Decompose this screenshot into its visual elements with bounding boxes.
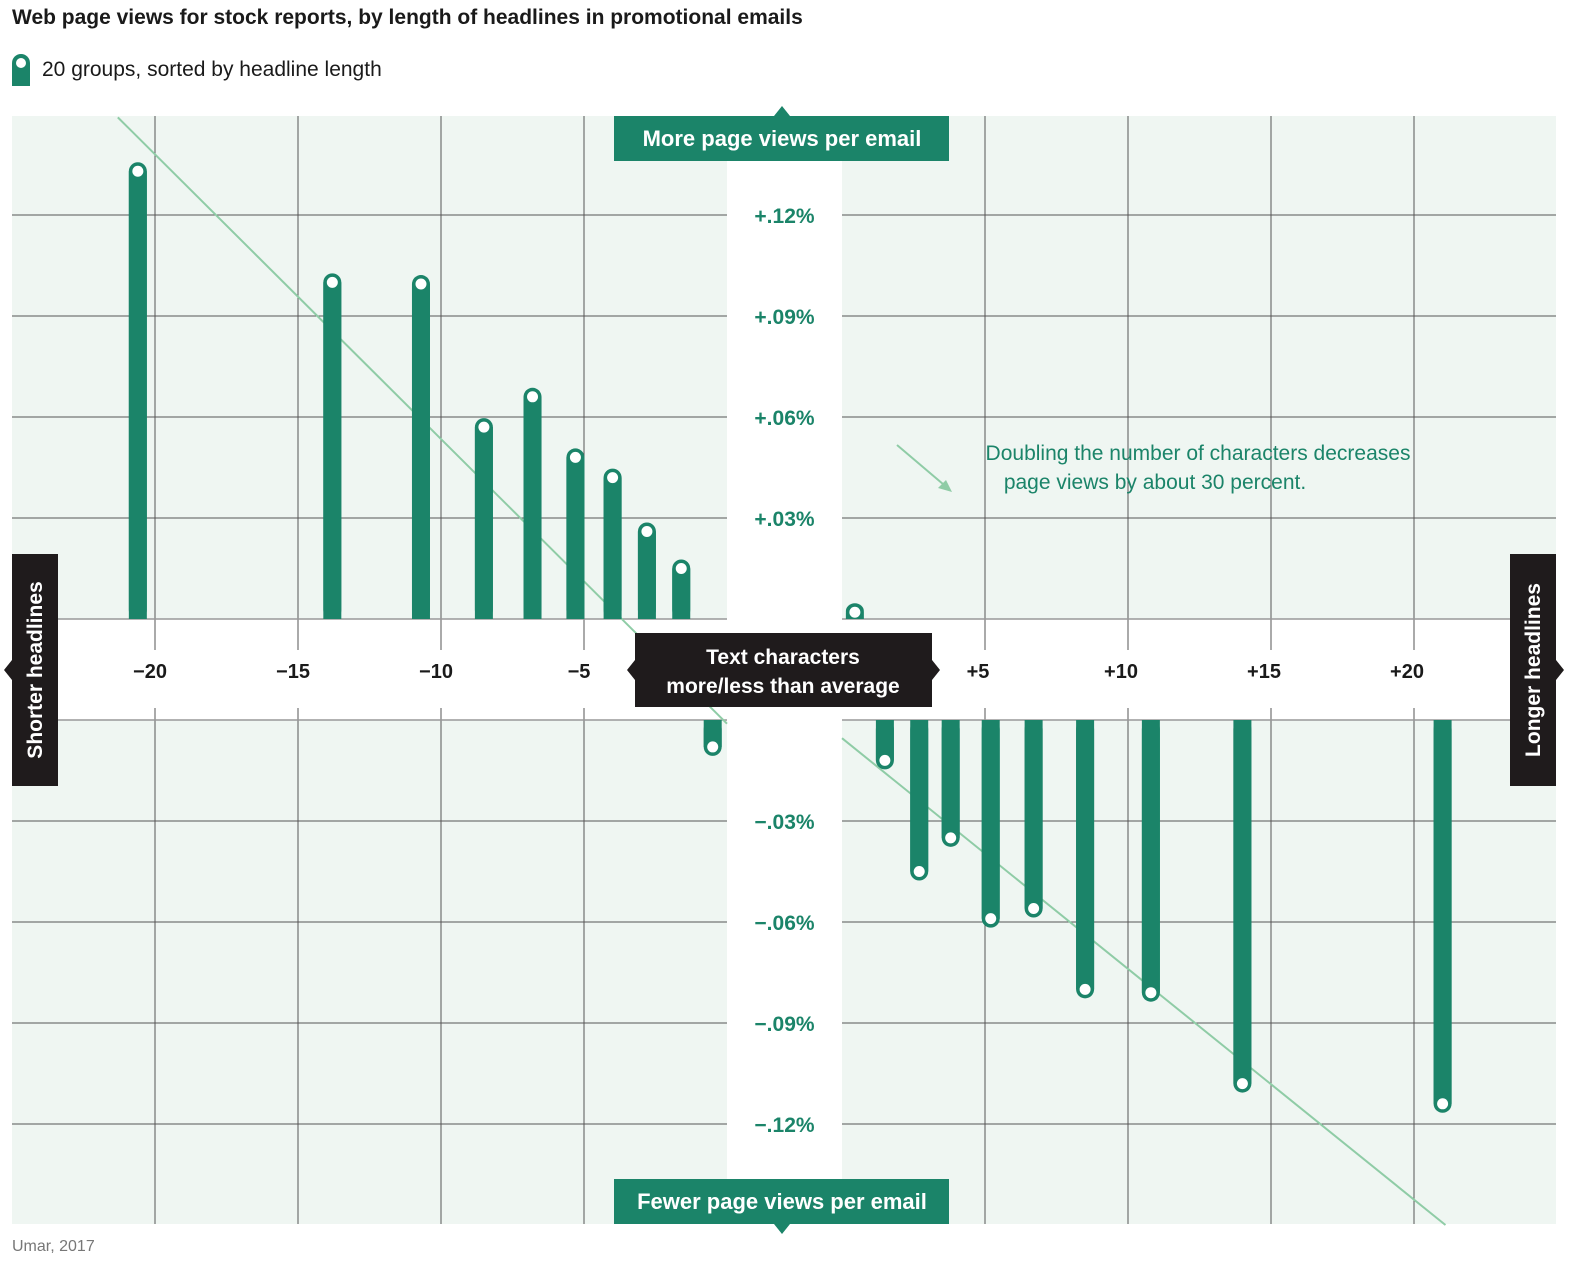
bar-body <box>1433 720 1452 1104</box>
x-axis-label-line2: more/less than average <box>666 675 899 698</box>
data-point <box>985 913 997 925</box>
top-label-arrow <box>774 106 790 116</box>
y-tick-label: −.12% <box>754 1114 814 1137</box>
data-point <box>1437 1098 1449 1110</box>
data-point <box>879 754 891 766</box>
source-note: Umar, 2017 <box>12 1238 95 1255</box>
data-point <box>1236 1078 1248 1090</box>
annotation-arrowhead <box>938 480 952 492</box>
y-tick-label: −.06% <box>754 912 814 935</box>
x-axis-label-line1: Text characters <box>706 646 860 669</box>
bar-body <box>672 568 691 619</box>
annotation-line1: Doubling the number of characters decrea… <box>986 442 1411 465</box>
data-point <box>607 472 619 484</box>
annotation-arrow <box>896 444 951 491</box>
legend-label: 20 groups, sorted by headline length <box>42 58 382 81</box>
bar-body <box>1141 720 1160 993</box>
y-tick-label: +.12% <box>754 205 814 228</box>
bar-body <box>603 477 622 619</box>
x-tick-label: +5 <box>967 661 990 683</box>
data-point <box>569 451 581 463</box>
x-tick-label: −5 <box>568 661 591 683</box>
right-side-label: Longer headlines <box>1522 583 1545 757</box>
left-label-box <box>12 554 58 786</box>
y-tick-label: +.03% <box>754 508 814 531</box>
bar-body <box>411 284 430 619</box>
y-tick-label: +.09% <box>754 306 814 329</box>
legend: 20 groups, sorted by headline length <box>12 54 382 86</box>
x-tick-label: +15 <box>1247 661 1281 683</box>
y-tick-label: −.09% <box>754 1013 814 1036</box>
plot-panel <box>842 116 1556 619</box>
bar-body <box>474 427 493 619</box>
bar-body <box>703 720 722 747</box>
x-label-arrow-left <box>627 660 635 680</box>
bar-body <box>637 531 656 619</box>
data-point <box>849 606 861 618</box>
bar-body <box>323 282 342 619</box>
bar-body <box>1076 720 1095 990</box>
x-tick-label: +20 <box>1390 661 1424 683</box>
y-tick-label: −.03% <box>754 811 814 834</box>
bottom-label-arrow <box>774 1224 790 1234</box>
data-point <box>478 421 490 433</box>
data-point <box>707 741 719 753</box>
bar-body <box>128 171 147 619</box>
bar-body <box>523 396 542 619</box>
data-point <box>675 563 687 574</box>
right-label-arrow <box>1556 660 1564 680</box>
bar-body <box>566 457 585 619</box>
data-point <box>641 525 653 537</box>
chart-title: Web page views for stock reports, by len… <box>12 6 803 29</box>
data-point <box>945 832 957 844</box>
left-label-arrow <box>4 660 12 680</box>
x-label-arrow-right <box>932 660 940 680</box>
bar-body <box>981 720 1000 919</box>
top-axis-label: More page views per email <box>643 126 922 151</box>
right-label-box <box>1510 554 1556 786</box>
plot-panel <box>12 720 727 1224</box>
bar-body <box>1024 720 1043 909</box>
data-point <box>1079 983 1091 995</box>
legend-bar-icon <box>12 54 30 86</box>
x-tick-label: +10 <box>1104 661 1138 683</box>
bar-body <box>910 720 929 872</box>
bar-body <box>875 720 894 761</box>
top-label-box <box>614 116 949 161</box>
bar-body <box>941 720 960 838</box>
data-point <box>415 278 427 290</box>
left-side-label: Shorter headlines <box>24 581 47 758</box>
x-tick-label: −10 <box>419 661 453 683</box>
y-tick-label: +.06% <box>754 407 814 430</box>
bar-body <box>1233 720 1252 1084</box>
bottom-axis-label: Fewer page views per email <box>637 1189 927 1214</box>
x-tick-label: −20 <box>133 661 167 683</box>
data-point <box>913 866 925 877</box>
x-label-box <box>635 633 932 707</box>
data-point <box>1028 903 1040 915</box>
annotation-line2: page views by about 30 percent. <box>1004 471 1306 494</box>
x-tick-label: −15 <box>276 661 310 683</box>
data-point <box>132 165 144 177</box>
data-point <box>527 391 539 403</box>
data-point <box>326 276 338 288</box>
bottom-label-box <box>614 1179 949 1224</box>
data-point <box>1145 987 1157 999</box>
